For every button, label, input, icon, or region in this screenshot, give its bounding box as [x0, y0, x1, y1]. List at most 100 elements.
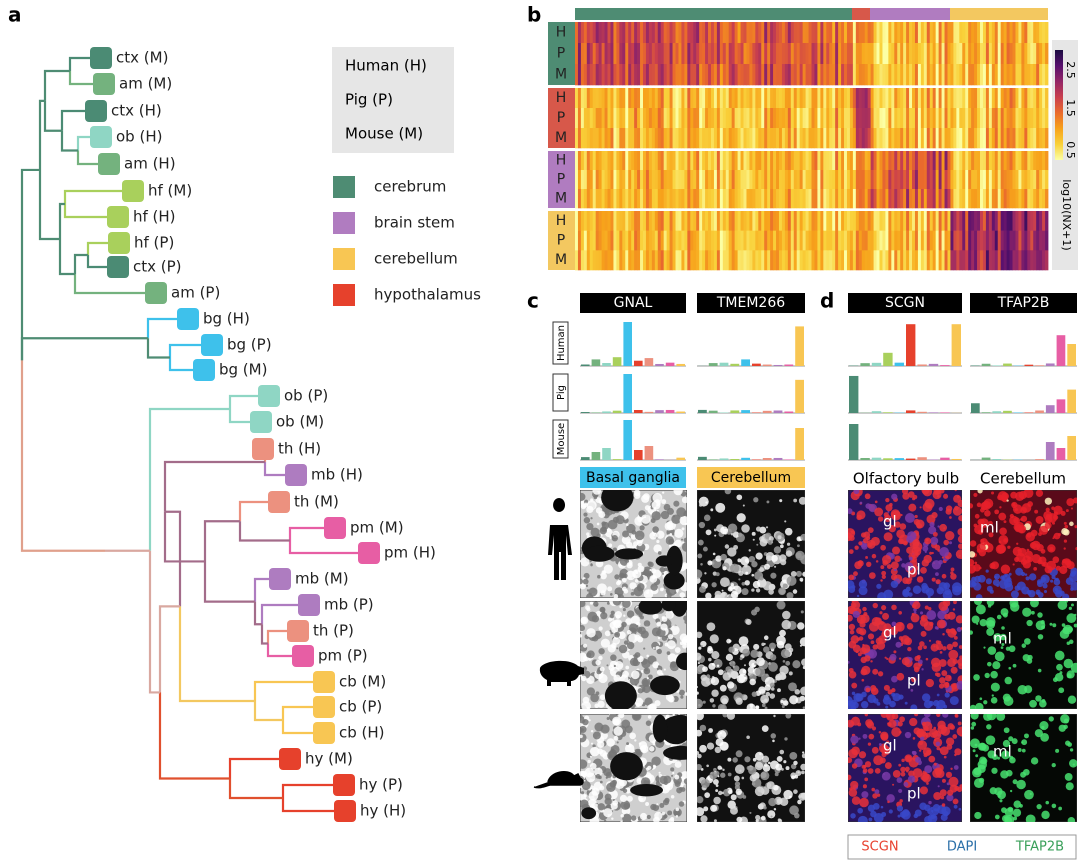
heat-cell: [666, 170, 670, 190]
image-texture: [769, 682, 775, 688]
image-texture: [1001, 626, 1005, 630]
image-texture: [773, 807, 777, 811]
image-texture: [716, 664, 720, 667]
heat-cell: [835, 22, 839, 44]
tree-branch: [86, 241, 108, 255]
heat-cell: [980, 250, 984, 271]
image-texture: [743, 664, 746, 667]
image-texture: [595, 659, 601, 666]
human-icon: [548, 498, 572, 580]
image-texture: [728, 789, 733, 795]
heat-cell: [663, 64, 668, 86]
heat-cell: [941, 230, 945, 251]
image-texture: [861, 644, 871, 654]
heat-cell: [575, 128, 579, 149]
heat-cell: [634, 108, 638, 129]
heat-cell: [595, 88, 600, 109]
heat-cell: [1009, 88, 1013, 109]
heat-cell: [1039, 189, 1043, 209]
image-texture: [1021, 748, 1026, 753]
image-texture: [1055, 748, 1060, 753]
image-texture: [939, 746, 949, 756]
heat-cell: [669, 250, 673, 271]
image-texture: [637, 655, 644, 663]
heat-cell: [864, 88, 869, 109]
heat-cell: [631, 88, 635, 109]
image-texture: [970, 551, 976, 558]
image-texture: [584, 545, 615, 562]
image-texture: [715, 738, 724, 747]
heat-cell: [728, 128, 733, 149]
image-texture: [666, 640, 676, 650]
image-texture: [776, 755, 783, 762]
heat-cell: [716, 230, 721, 251]
heat-cell: [787, 211, 792, 231]
image-texture: [728, 646, 735, 653]
heat-cell: [929, 230, 934, 251]
image-texture: [1063, 521, 1067, 525]
heat-cell: [903, 189, 907, 209]
heat-cell: [811, 151, 815, 171]
image-texture: [604, 681, 637, 709]
heat-cell: [690, 151, 694, 171]
image-texture: [935, 572, 939, 577]
heat-cell: [965, 170, 969, 190]
image-texture: [871, 746, 879, 754]
image-texture: [630, 783, 664, 797]
image-texture: [709, 634, 719, 644]
image-texture: [881, 605, 887, 611]
heat-cell: [826, 230, 830, 251]
heat-cell: [613, 128, 617, 149]
heat-cell: [589, 43, 594, 65]
heat-cell: [607, 211, 611, 231]
heat-cell: [634, 170, 638, 190]
heat-cell: [1027, 170, 1031, 190]
heat-cell: [944, 22, 948, 44]
image-texture: [875, 560, 879, 563]
heat-cell: [956, 64, 960, 86]
heat-cell: [932, 64, 937, 86]
image-texture: [865, 687, 871, 693]
image-texture: [800, 610, 804, 614]
image-texture: [930, 536, 939, 546]
image-texture: [935, 579, 941, 585]
heat-cell: [1027, 88, 1031, 109]
heat-cell: [988, 88, 993, 109]
heat-cell: [737, 108, 741, 129]
heat-cell: [592, 108, 597, 129]
heat-cell: [802, 43, 806, 65]
heat-cell: [770, 189, 774, 209]
image-texture: [885, 705, 889, 709]
heat-cell: [1024, 189, 1028, 209]
heat-cell: [929, 151, 934, 171]
expression-bar: [981, 363, 991, 366]
image-texture: [746, 735, 750, 740]
image-texture: [714, 746, 722, 754]
heat-cell: [601, 22, 605, 44]
image-texture: [1002, 573, 1011, 582]
heat-cell: [844, 170, 848, 190]
heat-cell: [844, 189, 848, 209]
image-texture: [856, 514, 862, 521]
heat-cell: [610, 43, 614, 65]
heat-cell: [977, 189, 981, 209]
heat-cell: [817, 88, 821, 109]
heat-cell: [944, 64, 948, 86]
heat-cell: [580, 43, 585, 65]
heat-cell: [625, 170, 629, 190]
heat-cell: [926, 211, 931, 231]
image-texture: [891, 621, 897, 627]
image-texture: [1024, 733, 1029, 739]
image-texture: [580, 503, 587, 510]
heat-cell: [660, 88, 665, 109]
heat-cell: [982, 108, 987, 129]
image-texture: [666, 545, 683, 576]
image-texture: [1000, 646, 1004, 649]
tree-branch: [63, 204, 107, 219]
image-texture: [874, 500, 878, 504]
heat-cell: [941, 22, 945, 44]
heat-cell: [965, 128, 969, 149]
heat-cell: [678, 170, 682, 190]
heat-cell: [802, 64, 806, 86]
image-texture: [737, 532, 743, 537]
